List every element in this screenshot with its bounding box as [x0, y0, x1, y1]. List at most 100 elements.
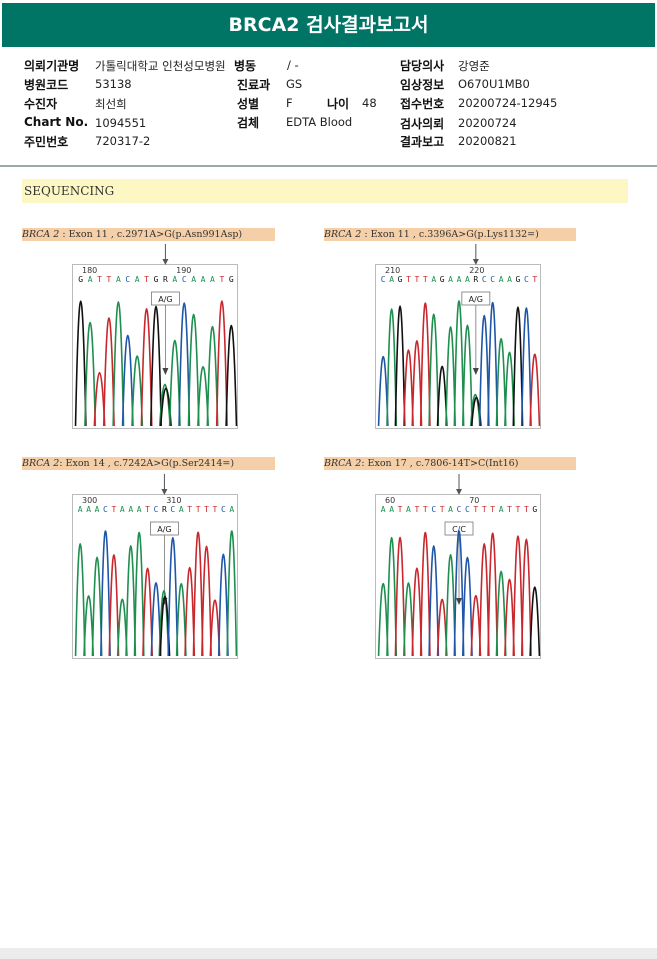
patient-info-block: 의뢰기관명 가톨릭대학교 인천성모병원 병동 / - 담당의사 강영준 병원코드…: [0, 52, 657, 167]
base-call: T: [111, 505, 116, 514]
base-call: C: [457, 505, 462, 514]
request-label: 검사의뢰: [400, 117, 445, 131]
base-call: A: [128, 505, 133, 514]
trace-peak: [184, 566, 196, 657]
base-call: R: [473, 275, 478, 284]
base-call: A: [507, 275, 512, 284]
trace-peak: [225, 325, 238, 427]
trace-peak: [150, 305, 162, 427]
base-call: C: [221, 505, 226, 514]
sex-value: F: [286, 96, 293, 110]
trace-peak: [394, 305, 406, 427]
trace-peak: [140, 307, 153, 427]
trace-peak: [100, 530, 111, 657]
trace-peak: [428, 313, 440, 427]
trace-peak: [445, 326, 457, 427]
trace-peak: [520, 538, 532, 657]
base-call: T: [219, 275, 224, 284]
base-call: G: [398, 275, 403, 284]
clinical-value: O670U1MB0: [458, 77, 530, 91]
base-call: A: [135, 275, 140, 284]
trace-peak: [187, 313, 200, 427]
base-call: T: [423, 275, 428, 284]
base-call: T: [423, 505, 428, 514]
trace-peak: [102, 317, 115, 427]
trace-peak: [142, 567, 154, 657]
position-start: 180: [82, 266, 97, 275]
variant-text: : Exon 14 , c.7242A>G(p.Ser2414=): [59, 458, 235, 469]
gene-name: BRCA 2: [324, 458, 362, 469]
clinical-label: 임상정보: [400, 78, 445, 92]
genotype-call: A/G: [469, 295, 483, 304]
doctor-value: 강영준: [458, 59, 490, 73]
base-call: T: [213, 505, 218, 514]
trace-peak: [74, 300, 87, 427]
trace-peak: [403, 582, 414, 657]
trace-peak: [192, 531, 204, 657]
trace-peak: [158, 589, 170, 657]
base-call: T: [406, 275, 411, 284]
ward-value: / -: [287, 58, 299, 72]
trace-peak: [167, 536, 179, 657]
base-call: A: [95, 505, 100, 514]
trace-peak: [197, 366, 210, 427]
variant-text: : Exon 11 , c.2971A>G(p.Asn991Asp): [59, 229, 243, 240]
doctor-label: 담당의사: [400, 59, 445, 73]
trace-peak: [520, 307, 532, 427]
age-label: 나이: [327, 97, 350, 111]
trace-peak: [108, 554, 120, 657]
dept-value: GS: [286, 77, 303, 91]
base-call: A: [406, 505, 411, 514]
base-call: C: [381, 275, 386, 284]
base-call: A: [499, 505, 504, 514]
chromatogram: 60 70A A T A T T C T A C C T T T A T T T GC/C: [375, 474, 541, 659]
trace-peak: [504, 578, 515, 657]
base-call: G: [516, 275, 521, 284]
trace-peak: [133, 532, 145, 657]
base-call: C: [431, 505, 436, 514]
trace-peak: [83, 595, 95, 657]
base-call: C: [524, 275, 529, 284]
base-call: A: [201, 275, 206, 284]
position-start: 300: [82, 496, 97, 505]
base-call: G: [440, 275, 445, 284]
sex-label: 성별: [237, 97, 260, 111]
trace-peak: [436, 365, 448, 427]
patient-label: 수진자: [24, 97, 58, 111]
base-call: A: [86, 505, 91, 514]
arrow-down-icon: [472, 368, 479, 375]
base-call: T: [97, 275, 102, 284]
base-call: A: [499, 275, 504, 284]
trace-peak: [403, 349, 414, 427]
trace-peak: [377, 355, 389, 427]
trace-peak: [419, 532, 431, 657]
trace-peak: [453, 300, 465, 427]
variant-text: : Exon 17 , c.7806-14T>C(Int16): [361, 458, 519, 469]
trace-peak: [150, 582, 162, 657]
trace-peak: [74, 543, 86, 657]
trace-peak: [461, 324, 473, 427]
trace-peak: [125, 545, 137, 657]
arrow-down-icon: [162, 368, 169, 375]
base-call: G: [78, 275, 83, 284]
position-end: 70: [469, 496, 479, 505]
base-call: A: [210, 275, 215, 284]
base-call: T: [204, 505, 209, 514]
trace-peak: [175, 583, 187, 657]
base-call: C: [125, 275, 130, 284]
chromatogram-panel: 180 190 G A T T A C A T G R A C A A A T G A/G: [72, 244, 240, 434]
base-call: C: [154, 505, 159, 514]
base-call: C: [490, 275, 495, 284]
age-value: 48: [362, 96, 377, 110]
base-call: T: [532, 275, 537, 284]
arrow-down-icon: [456, 489, 462, 495]
hospital-code-label: 병원코드: [24, 78, 69, 92]
section-title-sequencing: SEQUENCING: [22, 179, 628, 203]
trace-peak: [206, 326, 219, 427]
genotype-call: A/G: [158, 295, 172, 304]
base-call: T: [524, 505, 529, 514]
gene-name: BRCA 2: [22, 229, 60, 240]
plot-frame: [72, 494, 238, 659]
